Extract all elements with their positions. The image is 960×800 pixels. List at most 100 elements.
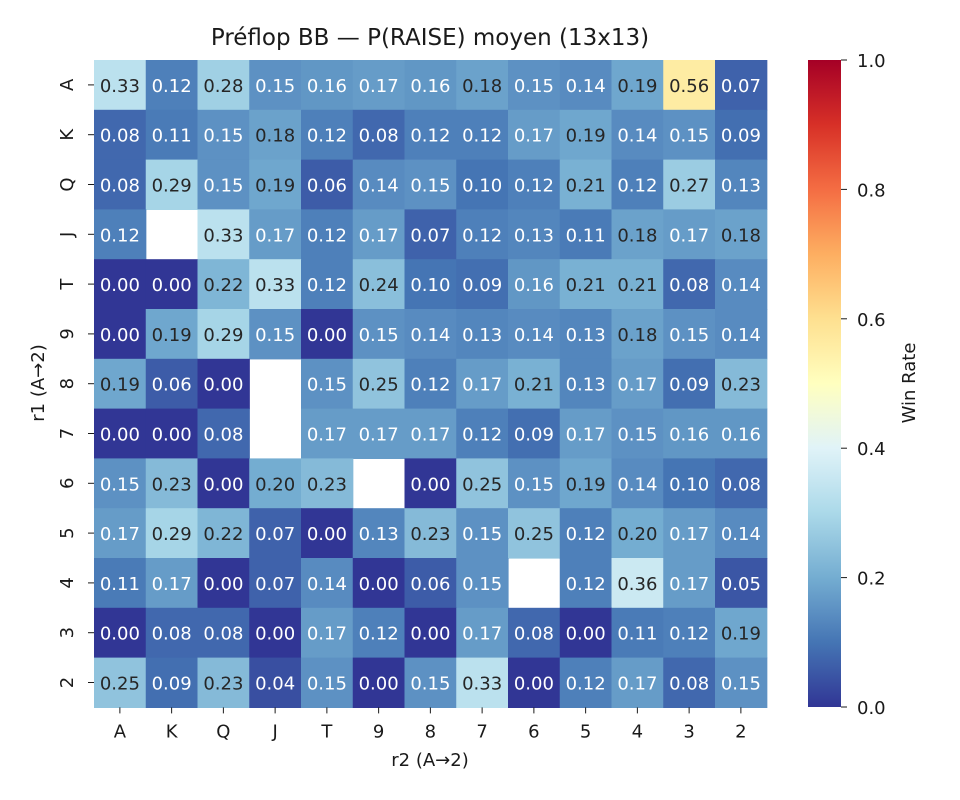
colorbar-ticks: 0.0 0.2 0.4 0.6 0.8 1.0 <box>841 51 886 719</box>
heatmap-cell <box>456 209 509 260</box>
heatmap-cell <box>197 657 250 708</box>
heatmap-cell <box>663 309 716 360</box>
x-axis-label: r2 (A→2) <box>391 750 468 771</box>
cell-value-label: 0.00 <box>359 574 399 595</box>
colorbar-tick-label: 1.0 <box>857 51 886 72</box>
heatmap-cell <box>301 558 354 609</box>
cell-value-label: 0.00 <box>203 474 243 495</box>
cell-value-label: 0.16 <box>307 76 347 97</box>
heatmap-cell <box>145 109 199 161</box>
heatmap-cell <box>352 60 406 111</box>
cell-value-label: 0.00 <box>100 425 140 446</box>
cell-value-label: 0.23 <box>152 474 192 495</box>
cell-value-label: 0.12 <box>359 624 399 645</box>
heatmap-cell <box>611 657 664 708</box>
heatmap-cell <box>559 508 613 559</box>
cell-value-label: 0.00 <box>307 524 347 545</box>
cell-value-label: 0.12 <box>307 225 347 246</box>
cell-value-label: 0.07 <box>721 76 761 97</box>
cell-value-label: 0.14 <box>566 76 606 97</box>
cell-value-label: 0.17 <box>100 524 140 545</box>
cell-value-label: 0.17 <box>255 225 295 246</box>
heatmap-cell <box>715 408 768 459</box>
cell-value-label: 0.15 <box>514 474 554 495</box>
cell-value-label: 0.17 <box>359 225 399 246</box>
cell-value-label: 0.20 <box>617 524 657 545</box>
x-tick-label: J <box>271 721 277 742</box>
heatmap-cell <box>301 408 354 459</box>
cell-value-label: 0.12 <box>566 674 606 695</box>
heatmap-cell <box>197 408 250 459</box>
heatmap-cell <box>145 408 199 459</box>
y-tick-label: 9 <box>57 328 78 339</box>
cell-value-label: 0.17 <box>566 425 606 446</box>
heatmap-cell <box>404 607 457 659</box>
heatmap-cell <box>352 309 406 360</box>
cell-value-label: 0.12 <box>566 524 606 545</box>
heatmap-cell <box>301 159 354 210</box>
cell-value-label: 0.08 <box>203 624 243 645</box>
heatmap-cell <box>559 558 613 609</box>
heatmap-cell <box>197 458 250 509</box>
cell-value-label: 0.19 <box>100 375 140 396</box>
heatmap-cell <box>611 259 664 310</box>
cell-value-label: 0.25 <box>514 524 554 545</box>
heatmap-cell <box>145 657 199 708</box>
cell-value-label: 0.12 <box>410 126 450 147</box>
heatmap-cell <box>715 209 768 260</box>
cell-value-label: 0.00 <box>203 375 243 396</box>
heatmap-cell <box>94 259 147 310</box>
cell-value-label: 0.16 <box>669 425 709 446</box>
cell-value-label: 0.09 <box>669 375 709 396</box>
heatmap-cell <box>301 60 354 111</box>
cell-value-label: 0.25 <box>100 674 140 695</box>
heatmap-cell <box>94 60 147 111</box>
cell-value-label: 0.18 <box>617 225 657 246</box>
cell-value-label: 0.12 <box>566 574 606 595</box>
y-tick-label: Q <box>57 177 78 191</box>
cell-value-label: 0.08 <box>100 126 140 147</box>
heatmap-cell <box>301 607 354 659</box>
cell-value-label: 0.14 <box>721 524 761 545</box>
cell-value-label: 0.00 <box>100 325 140 346</box>
heatmap-cell <box>352 508 406 559</box>
heatmap-cell <box>249 209 302 260</box>
heatmap-cell <box>301 209 354 260</box>
cell-value-label: 0.19 <box>617 76 657 97</box>
cell-value-label: 0.00 <box>203 574 243 595</box>
cell-value-label: 0.08 <box>669 275 709 296</box>
cell-value-label: 0.16 <box>721 425 761 446</box>
heatmap-cell <box>301 358 354 410</box>
cell-value-label: 0.23 <box>721 375 761 396</box>
y-tick-label: K <box>57 128 78 141</box>
y-tick-label: 8 <box>57 378 78 389</box>
heatmap-cell <box>94 508 147 559</box>
colorbar-tick-label: 0.0 <box>857 698 886 719</box>
y-tick-label: A <box>57 78 78 91</box>
y-tick-label: J <box>57 232 78 238</box>
cell-value-label: 0.14 <box>514 325 554 346</box>
cell-value-label: 0.17 <box>617 375 657 396</box>
heatmap-cell <box>301 657 354 708</box>
heatmap-cell <box>715 358 768 410</box>
heatmap-cell <box>94 209 147 260</box>
x-axis-ticks: A K Q J T 9 8 7 6 5 4 3 2 <box>114 707 747 742</box>
heatmap-cell <box>352 109 406 161</box>
cell-value-label: 0.12 <box>307 275 347 296</box>
heatmap-cell <box>456 657 509 708</box>
heatmap-cell <box>404 60 457 111</box>
heatmap-cell <box>715 309 768 360</box>
cell-value-label: 0.25 <box>462 474 502 495</box>
x-tick-label: 8 <box>425 721 436 742</box>
cell-value-label: 0.10 <box>669 474 709 495</box>
cell-value-label: 0.18 <box>721 225 761 246</box>
heatmap-cell <box>94 309 147 360</box>
heatmap-cell <box>145 607 199 659</box>
cell-value-label: 0.15 <box>100 474 140 495</box>
cell-value-label: 0.05 <box>721 574 761 595</box>
heatmap-cell <box>559 408 613 459</box>
cell-value-label: 0.14 <box>359 176 399 197</box>
heatmap-cell <box>301 109 354 161</box>
cell-value-label: 0.08 <box>359 126 399 147</box>
colorbar-tick-label: 0.4 <box>857 439 886 460</box>
